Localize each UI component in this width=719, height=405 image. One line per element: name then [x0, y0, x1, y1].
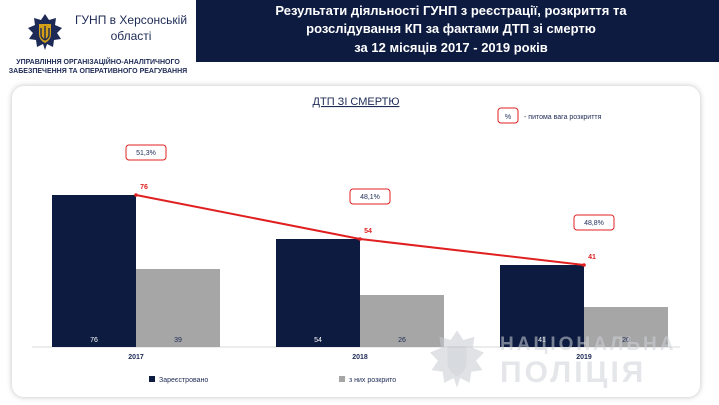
trend-point	[582, 263, 586, 267]
percent-label-box	[125, 144, 167, 161]
x-tick-label: 2019	[576, 354, 592, 361]
page-title-line-1: Результати діяльності ГУНП з реєстрації,…	[275, 3, 627, 18]
bar-value-label: 76	[90, 337, 98, 344]
legend-swatch-solved	[339, 376, 345, 382]
header-left: ГУНП в Херсонській області УПРАВЛІННЯ ОР…	[0, 0, 196, 80]
legend-swatch-registered	[149, 376, 155, 382]
bar-1-2018	[360, 295, 444, 347]
trend-point	[134, 193, 138, 197]
bar-value-label: 41	[538, 337, 546, 344]
chart-title: ДТП ЗІ СМЕРТЮ	[313, 96, 400, 108]
bar-0-2019	[500, 265, 584, 347]
x-tick-label: 2018	[352, 354, 368, 361]
bar-value-label: 54	[314, 337, 322, 344]
trend-point	[358, 237, 362, 241]
page-title-line-3: за 12 місяців 2017 - 2019 років	[354, 40, 548, 55]
trend-value-label: 54	[364, 228, 372, 235]
watermark: НАЦІОНАЛЬНА ПОЛІЦІЯ	[430, 330, 719, 405]
bar-value-label: 20	[622, 337, 630, 344]
bar-value-label: 26	[398, 337, 406, 344]
department-name: УПРАВЛІННЯ ОРГАНІЗАЦІЙНО-АНАЛІТИЧНОГО ЗА…	[8, 59, 188, 75]
trend-value-label: 41	[588, 254, 596, 261]
watermark-logo-icon	[430, 330, 484, 388]
percent-label-box	[573, 214, 615, 231]
chart-card: ДТП ЗІ СМЕРТЮ % - питома вага розкриття …	[12, 86, 700, 397]
percent-label: 48,1%	[360, 194, 380, 201]
bar-1-2017	[136, 269, 220, 347]
percent-label-box	[349, 188, 391, 205]
bar-0-2017	[52, 195, 136, 347]
police-logo-icon	[28, 14, 62, 50]
legend-label-registered: Зареєстровано	[159, 377, 208, 384]
legend-label-solved: з них розкрито	[349, 377, 396, 384]
legend-note-text: - питома вага розкриття	[524, 114, 602, 121]
plot-area: 76 39 2017 54 26 2018 41 20 2019 76 51,3% 54 48,1% 41…	[52, 144, 668, 361]
trend-value-label: 76	[140, 184, 148, 191]
page-title-line-2: розслідування КП за фактами ДТП зі смерт…	[306, 21, 596, 36]
watermark-line-2: ПОЛІЦІЯ	[500, 356, 647, 389]
org-name: ГУНП в Херсонській області	[74, 13, 188, 43]
legend-note-box	[497, 107, 519, 124]
percent-label: 48,8%	[584, 220, 604, 227]
bar-value-label: 39	[174, 337, 182, 344]
legend-note-symbol: %	[505, 114, 511, 121]
bar-0-2018	[276, 239, 360, 347]
bar-1-2019	[584, 307, 668, 347]
chart-svg: ДТП ЗІ СМЕРТЮ % - питома вага розкриття …	[32, 96, 680, 384]
percent-label: 51,3%	[136, 150, 156, 157]
watermark-line-1: НАЦІОНАЛЬНА	[500, 334, 677, 355]
title-bar: Результати діяльності ГУНП з реєстрації,…	[196, 0, 719, 62]
x-tick-label: 2017	[128, 354, 144, 361]
